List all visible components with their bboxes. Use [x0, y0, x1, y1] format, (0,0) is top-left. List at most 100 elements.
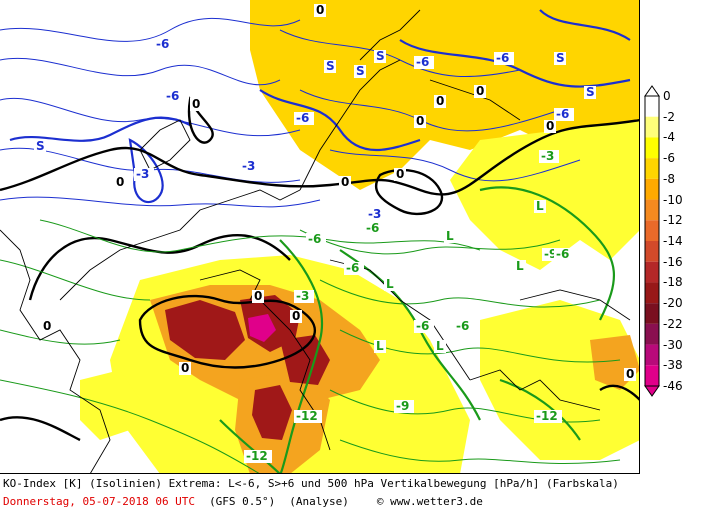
black-isoline-zero: [0, 416, 81, 442]
scale-label: -20: [663, 296, 683, 311]
green-isoline-label: -12: [536, 409, 558, 423]
isoline-label-bg: [294, 290, 314, 303]
black-isolines: [0, 96, 639, 442]
isoline-label-bg: [434, 95, 446, 108]
map-caption: KO-Index [K] (Isolinien) Extrema: L<-6, …: [0, 474, 704, 513]
scale-segment: [645, 261, 659, 283]
isoline-label-bg: [384, 278, 396, 291]
isoline-label-bg: [154, 38, 174, 51]
shade-dark-1: [165, 300, 245, 360]
caption-info: Donnerstag, 05-07-2018 06 UTC (GFS 0.5°) (…: [3, 495, 483, 508]
scale-segment: [645, 241, 659, 262]
blue-isoline-label: S: [586, 85, 595, 99]
weather-map: -6 -6 -6 -3 -6 -6 -6 -3 -3 S S S S S S 0 0 0 0 0 0 0 0 0 0 0 0 0 0 -6…: [0, 0, 640, 474]
black-isoline-label: 0: [396, 167, 404, 181]
scale-arrow-bottom: [644, 385, 660, 397]
green-isoline-bold: [279, 239, 323, 473]
isoline-label-bg: [34, 140, 46, 153]
black-isoline-label: 0: [292, 309, 300, 323]
green-isoline-label: -3: [541, 149, 554, 163]
blue-isoline-bold: [539, 9, 631, 41]
green-isoline-label: -3: [296, 289, 309, 303]
black-isoline-zero: [599, 384, 639, 401]
scale-label: -6: [663, 151, 675, 166]
black-isoline-zero: [138, 294, 316, 369]
green-isoline-label: -6: [308, 232, 321, 246]
coastlines: [0, 9, 631, 473]
blue-isoline-label: -6: [156, 37, 169, 51]
scale-segment: [645, 158, 659, 179]
scale-segment: [645, 220, 659, 241]
isoline-label-bg: [624, 368, 636, 381]
scale-segment: [645, 137, 659, 159]
isoline-label-bg: [494, 52, 514, 65]
black-isoline-label: 0: [254, 289, 262, 303]
isoline-label-bg: [314, 4, 326, 17]
isoline-label-bg: [534, 410, 562, 423]
isoline-label-bg: [134, 168, 154, 181]
blue-isoline-label: -6: [166, 89, 179, 103]
isoline-label-bg: [354, 65, 366, 78]
isoline-label-bg: [252, 290, 264, 303]
coastline: [519, 289, 631, 321]
isoline-label-bg: [414, 115, 426, 128]
blue-isoline-label: -6: [496, 51, 509, 65]
isoline-label-bg: [294, 112, 314, 125]
green-isoline-label: L: [446, 229, 454, 243]
blue-isoline-label: -3: [136, 167, 149, 181]
scale-label: -22: [663, 316, 683, 331]
blue-isoline-label: S: [356, 64, 365, 78]
blue-isoline-label: -3: [242, 159, 255, 173]
isoline-label-bg: [344, 262, 364, 275]
green-isoline-label: -9: [396, 399, 409, 413]
black-isoline-label: 0: [436, 94, 444, 108]
isoline-label-bg: [290, 310, 302, 323]
scale-label: 0: [663, 89, 671, 103]
scale-label: -30: [663, 337, 683, 352]
coastline: [259, 299, 331, 451]
isoline-label-bg: [394, 400, 414, 413]
isoline-label-bg: [414, 56, 434, 69]
green-isoline-bold: [499, 378, 581, 441]
green-isoline-label: L: [536, 199, 544, 213]
color-scale-bar: [644, 85, 660, 397]
blue-isoline-label: -3: [368, 207, 381, 221]
black-isoline-zero: [28, 234, 291, 301]
isoline-label-bg: [374, 50, 386, 63]
scale-label: -16: [663, 254, 683, 269]
black-isoline-label: 0: [476, 84, 484, 98]
blue-isoline-label: -6: [556, 107, 569, 121]
green-isoline-label: -6: [456, 319, 469, 333]
blue-isoline-label: -6: [416, 55, 429, 69]
scale-label: -46: [663, 379, 683, 393]
scale-frame: [644, 95, 660, 387]
black-isoline-zero: [0, 118, 639, 196]
isoline-label-bg: [434, 340, 446, 353]
isoline-label-bg: [41, 320, 53, 333]
coastline: [469, 369, 601, 411]
black-isoline-label: 0: [341, 175, 349, 189]
isoline-label-bg: [454, 320, 474, 333]
isoline-label-bg: [164, 90, 184, 103]
blue-isoline: [0, 196, 321, 208]
black-isoline-label: 0: [416, 114, 424, 128]
scale-label: -14: [663, 234, 683, 248]
green-isoline-label: L: [436, 339, 444, 353]
scale-segment: [645, 323, 659, 345]
isoline-label-bg: [374, 340, 386, 353]
isoline-label-bg: [554, 108, 574, 121]
scale-label: -12: [663, 213, 683, 228]
green-isoline: [39, 219, 481, 253]
black-isoline-label: 0: [316, 3, 324, 17]
green-isoline: [339, 439, 621, 464]
black-isoline-zero: [374, 168, 444, 216]
blue-isoline-label: S: [556, 51, 565, 65]
scale-segment: [645, 178, 659, 200]
isoline-label-bg: [190, 98, 202, 111]
blue-isoline-bold: [9, 116, 191, 142]
caption-run: (Analyse): [289, 495, 349, 508]
green-isoline-bold: [219, 419, 281, 473]
coastline: [139, 119, 191, 171]
blue-isoline: [329, 149, 581, 182]
